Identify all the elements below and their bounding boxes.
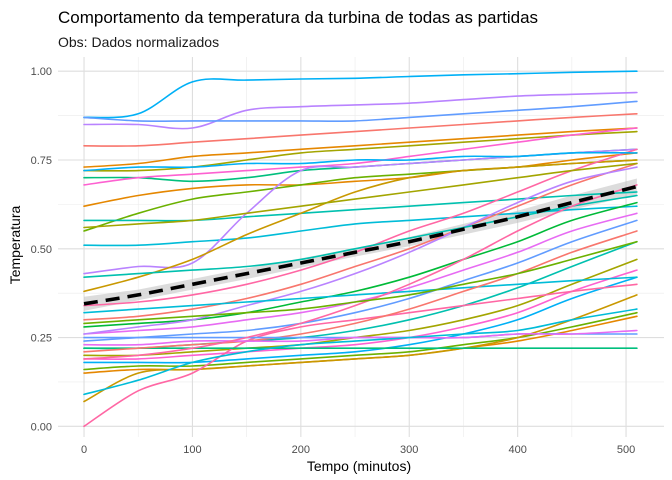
series-line-22 xyxy=(83,269,638,360)
series-line-37 xyxy=(83,184,638,360)
series-line-29 xyxy=(83,276,638,314)
series-line-9 xyxy=(83,152,638,207)
y-axis-ticks: 0.00 0.25 0.50 0.75 1.00 xyxy=(31,66,52,433)
x-tick-label: 200 xyxy=(292,444,310,456)
x-tick-label: 500 xyxy=(617,444,635,456)
y-tick-label: 1.00 xyxy=(31,66,52,78)
x-tick-label: 300 xyxy=(400,444,418,456)
series-line-8 xyxy=(83,127,638,186)
series-line-2 xyxy=(83,91,638,130)
y-tick-label: 0.25 xyxy=(31,333,52,345)
series-line-14 xyxy=(83,159,638,293)
series-line-31 xyxy=(83,230,638,353)
y-tick-label: 0.75 xyxy=(31,155,52,167)
series-line-16 xyxy=(83,162,638,321)
x-tick-label: 400 xyxy=(508,444,526,456)
series-line-39 xyxy=(83,308,638,396)
y-tick-label: 0.50 xyxy=(31,244,52,256)
x-axis-label: Tempo (minutos) xyxy=(307,458,411,474)
chart-title: Comportamento da temperatura da turbina … xyxy=(58,8,538,27)
series-line-34 xyxy=(83,151,638,172)
series-line-35 xyxy=(83,162,638,229)
reference-line-layer xyxy=(83,184,638,306)
trend-line-dashed xyxy=(83,184,638,306)
series-line-6 xyxy=(83,130,638,172)
series-line-33 xyxy=(83,329,638,346)
x-axis-ticks: 0 100 200 300 400 500 xyxy=(81,444,635,456)
x-tick-label: 100 xyxy=(183,444,201,456)
series-line-23 xyxy=(83,276,638,364)
series-line-19 xyxy=(83,219,638,342)
series-line-1 xyxy=(83,70,638,119)
y-tick-label: 0.00 xyxy=(31,421,52,433)
plot-area xyxy=(58,57,664,437)
series-line-27 xyxy=(83,283,638,428)
series-line-3 xyxy=(83,100,638,122)
series-line-17 xyxy=(83,201,638,328)
series-line-26 xyxy=(83,294,638,403)
series-line-28 xyxy=(83,166,638,335)
series-line-5 xyxy=(83,127,638,168)
series-line-38 xyxy=(83,240,638,325)
y-axis-label: Temperatura xyxy=(7,205,23,284)
x-tick-label: 0 xyxy=(81,444,87,456)
chart-subtitle: Obs: Dados normalizados xyxy=(58,34,219,50)
series-line-4 xyxy=(83,113,638,147)
